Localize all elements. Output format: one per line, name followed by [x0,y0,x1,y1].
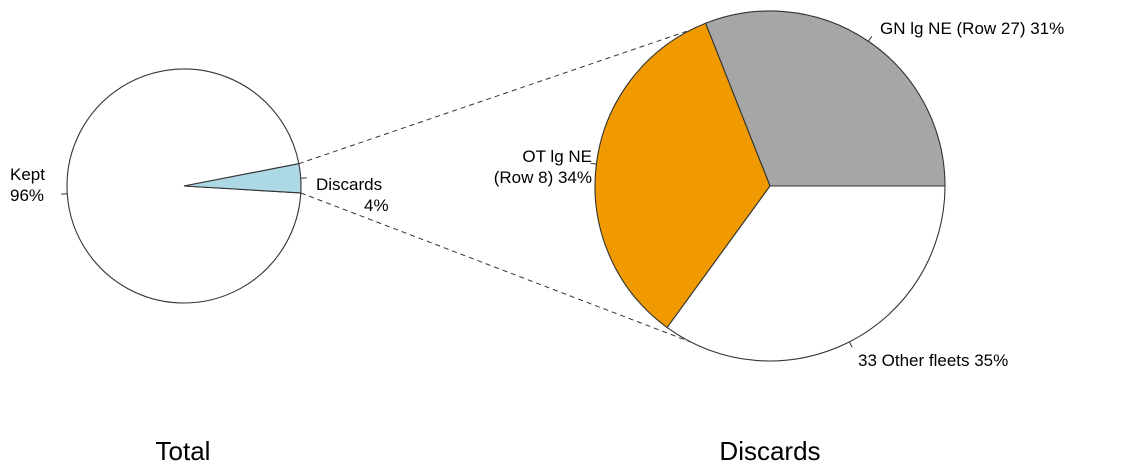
discards-slice-ot-lg-ne-row-8 [594,22,771,329]
discards-slice-label-33-other-fleets: 33 Other fleets 35% [858,351,1008,370]
total-slice-label-discards: 4% [364,196,389,215]
total-slice-kept [66,68,302,304]
total-pie: Kept 96% Discards 4% [10,68,389,304]
discards-slice-label-ot-lg-ne-row-8: OT lg NE [522,147,592,166]
discards-slice-gn-lg-ne-row-27 [704,10,946,187]
total-slice-label-discards: Discards [316,175,382,194]
explode-connector-lines [298,13,737,343]
discards-pie-title: Discards [719,436,820,466]
discards-label-tick-33-other-fleets [849,341,853,348]
discards-slice-label-ot-lg-ne-row-8: (Row 8) 34% [494,168,592,187]
discards-label-tick-gn-lg-ne-row-27 [867,36,873,42]
discards-label-tick-ot-lg-ne-row-8 [590,162,597,165]
discards-slice-label-gn-lg-ne-row-27: GN lg NE (Row 27) 31% [880,19,1064,38]
total-slice-label-kept: Kept [10,165,45,184]
discards-slice-33-other-fleets [666,185,946,362]
total-slice-label-kept: 96% [10,186,44,205]
lower-connector-line [300,192,691,343]
discards-pie: GN lg NE (Row 27) 31% OT lg NE (Row 8) 34%… [494,10,1064,370]
total-pie-title: Total [156,436,211,466]
